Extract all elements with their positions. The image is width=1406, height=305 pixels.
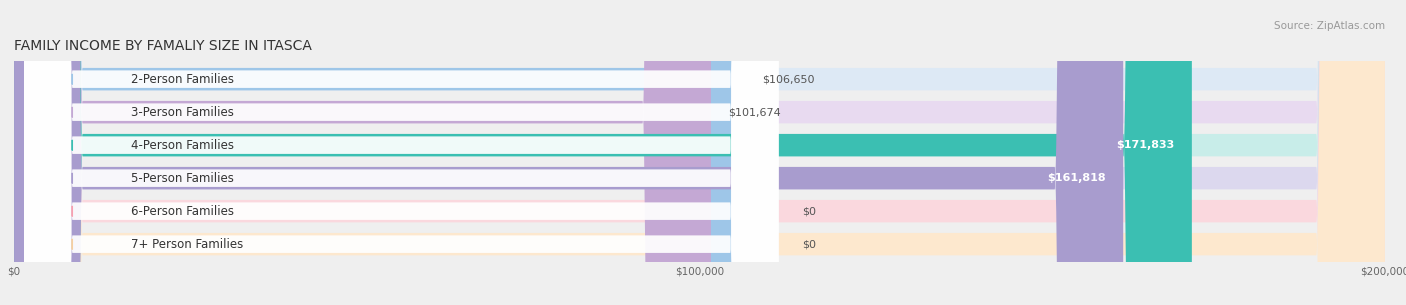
FancyBboxPatch shape — [24, 0, 779, 305]
Text: 3-Person Families: 3-Person Families — [131, 106, 233, 119]
Text: 4-Person Families: 4-Person Families — [131, 139, 233, 152]
Text: 6-Person Families: 6-Person Families — [131, 205, 233, 218]
FancyBboxPatch shape — [24, 0, 779, 305]
FancyBboxPatch shape — [14, 0, 1385, 305]
Text: $0: $0 — [803, 206, 817, 216]
FancyBboxPatch shape — [14, 0, 1385, 305]
Text: Source: ZipAtlas.com: Source: ZipAtlas.com — [1274, 21, 1385, 31]
Text: $161,818: $161,818 — [1047, 173, 1107, 183]
Text: 2-Person Families: 2-Person Families — [131, 73, 233, 86]
Text: $0: $0 — [803, 239, 817, 249]
FancyBboxPatch shape — [14, 0, 1385, 305]
Text: $101,674: $101,674 — [728, 107, 780, 117]
FancyBboxPatch shape — [14, 0, 1123, 305]
Text: FAMILY INCOME BY FAMALIY SIZE IN ITASCA: FAMILY INCOME BY FAMALIY SIZE IN ITASCA — [14, 39, 312, 53]
FancyBboxPatch shape — [24, 0, 779, 305]
FancyBboxPatch shape — [24, 0, 779, 305]
FancyBboxPatch shape — [24, 0, 779, 305]
FancyBboxPatch shape — [14, 0, 711, 305]
FancyBboxPatch shape — [14, 0, 745, 305]
FancyBboxPatch shape — [14, 0, 1385, 305]
FancyBboxPatch shape — [24, 0, 779, 305]
FancyBboxPatch shape — [14, 0, 1385, 305]
Text: $171,833: $171,833 — [1116, 140, 1174, 150]
FancyBboxPatch shape — [14, 0, 1385, 305]
Text: 7+ Person Families: 7+ Person Families — [131, 238, 243, 251]
Text: $106,650: $106,650 — [762, 74, 814, 84]
Text: 5-Person Families: 5-Person Families — [131, 172, 233, 185]
FancyBboxPatch shape — [14, 0, 1192, 305]
